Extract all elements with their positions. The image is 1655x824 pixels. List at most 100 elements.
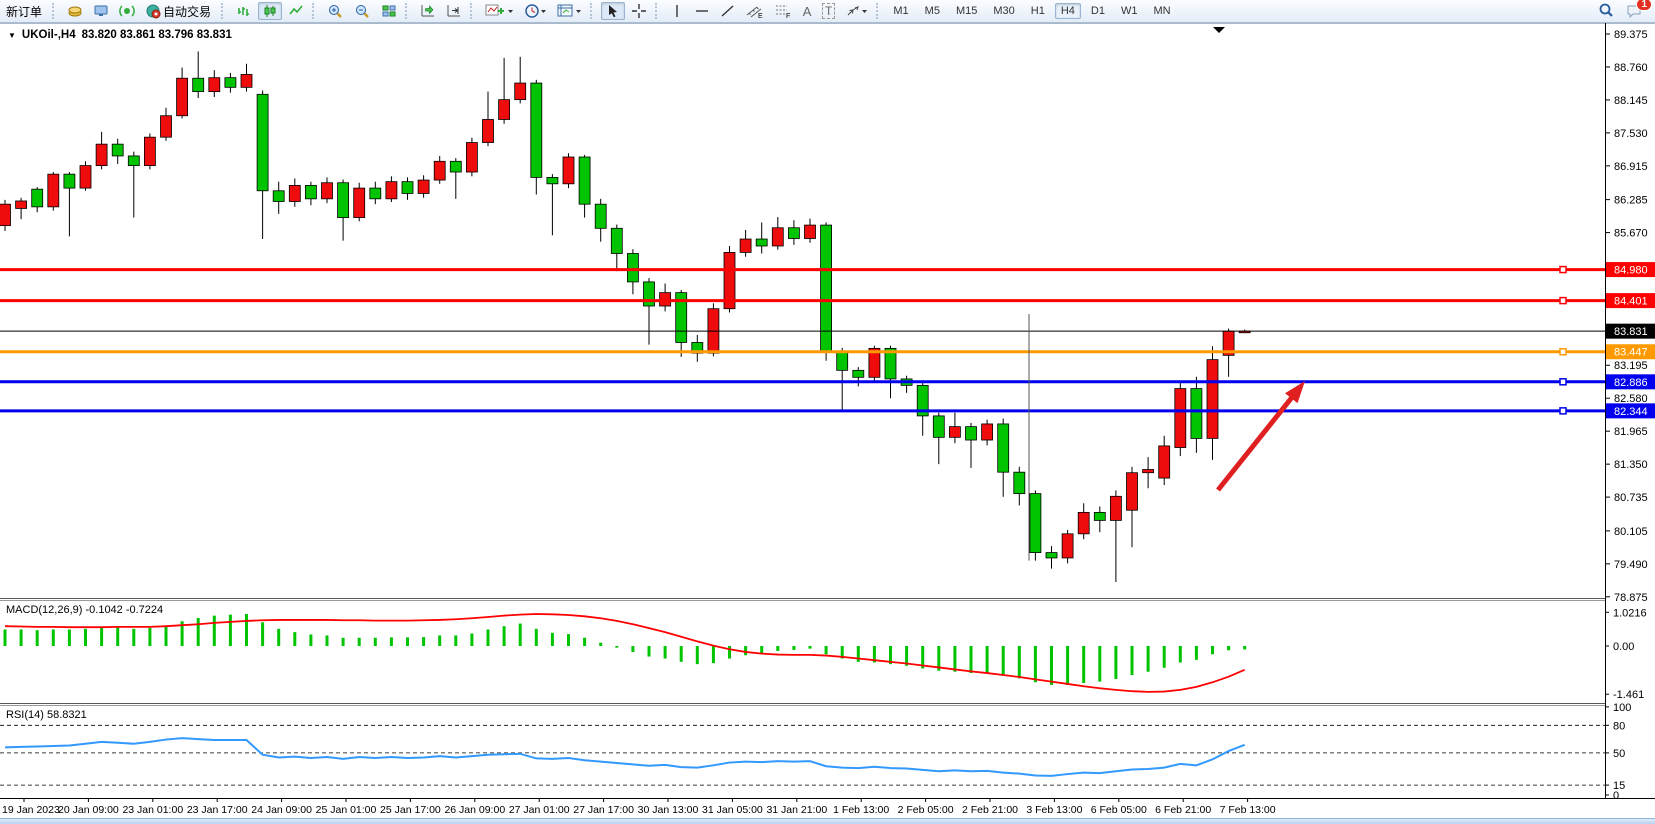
coins-icon[interactable] bbox=[63, 2, 87, 20]
svg-text:19 Jan 2023: 19 Jan 2023 bbox=[2, 804, 60, 816]
equidistant-channel-icon[interactable]: E bbox=[742, 2, 768, 20]
candlestick-chart-icon[interactable] bbox=[258, 2, 283, 20]
zoom-in-icon[interactable] bbox=[323, 2, 348, 20]
svg-text:7 Feb 13:00: 7 Feb 13:00 bbox=[1220, 804, 1276, 816]
svg-text:25 Jan 01:00: 25 Jan 01:00 bbox=[316, 804, 377, 816]
svg-text:80: 80 bbox=[1613, 720, 1625, 732]
svg-text:78.875: 78.875 bbox=[1614, 592, 1648, 604]
svg-text:85.670: 85.670 bbox=[1614, 228, 1648, 240]
tab-timeframe-D1[interactable]: D1 bbox=[1090, 5, 1105, 17]
horizontal-line-tool-icon[interactable] bbox=[690, 2, 714, 20]
tab-timeframe-M30[interactable]: M30 bbox=[993, 5, 1015, 17]
level-lines bbox=[0, 265, 1605, 415]
chart-canvas[interactable]: 89.375 88.760 88.145 87.530 86.915 86.285 85.6… bbox=[0, 23, 1655, 823]
crosshair-icon[interactable] bbox=[627, 2, 651, 20]
candles-layer bbox=[0, 51, 1251, 583]
zoom-out-icon[interactable] bbox=[350, 2, 375, 20]
terminal-icon[interactable] bbox=[89, 2, 113, 20]
chat-notification-icon[interactable]: 1 bbox=[1621, 0, 1652, 20]
svg-text:89.375: 89.375 bbox=[1614, 29, 1648, 41]
periods-clock-icon[interactable] bbox=[520, 2, 551, 20]
auto-scroll-icon[interactable] bbox=[416, 2, 440, 20]
auto-trading-button[interactable]: 自动交易 bbox=[141, 2, 217, 20]
collapse-ohlc-icon[interactable]: ▼ bbox=[8, 30, 16, 40]
svg-text:31 Jan 05:00: 31 Jan 05:00 bbox=[702, 804, 763, 816]
annotations-layer bbox=[1028, 27, 1305, 561]
svg-text:31 Jan 21:00: 31 Jan 21:00 bbox=[766, 804, 827, 816]
toolbar-grip bbox=[221, 3, 228, 19]
svg-text:6 Feb 05:00: 6 Feb 05:00 bbox=[1091, 804, 1147, 816]
search-icon[interactable] bbox=[1593, 2, 1619, 20]
trend-arrow-head bbox=[1285, 381, 1305, 404]
tab-timeframe-W1[interactable]: W1 bbox=[1120, 5, 1138, 17]
svg-text:80.735: 80.735 bbox=[1614, 492, 1648, 504]
svg-text:86.285: 86.285 bbox=[1614, 195, 1648, 207]
macd-panel: 1.0216 0.00 -1.461 bbox=[3, 607, 1647, 701]
svg-text:88.760: 88.760 bbox=[1614, 62, 1648, 74]
tab-timeframe-M15[interactable]: M15 bbox=[955, 5, 978, 17]
svg-text:3 Feb 13:00: 3 Feb 13:00 bbox=[1026, 804, 1082, 816]
tab-timeframe-M5[interactable]: M5 bbox=[924, 5, 940, 17]
main-toolbar: 新订单 自动交易 bbox=[0, 0, 1655, 23]
rsi-line bbox=[4, 737, 1246, 777]
svg-text:1 Feb 13:00: 1 Feb 13:00 bbox=[833, 804, 889, 816]
label-tool-icon[interactable]: T bbox=[818, 2, 839, 20]
new-order-label: 新订单 bbox=[6, 4, 43, 19]
svg-text:82.580: 82.580 bbox=[1614, 393, 1648, 405]
tab-timeframe-M1[interactable]: M1 bbox=[893, 5, 909, 17]
svg-text:2 Feb 05:00: 2 Feb 05:00 bbox=[898, 804, 954, 816]
toolbar-grip bbox=[52, 3, 59, 19]
chart-shift-icon[interactable] bbox=[442, 2, 466, 20]
tab-timeframe-H4[interactable]: H4 bbox=[1054, 3, 1081, 19]
svg-text:82.344: 82.344 bbox=[1614, 406, 1648, 418]
toolbar-grip bbox=[470, 3, 477, 19]
svg-text:100: 100 bbox=[1613, 702, 1631, 714]
text-tool-icon[interactable]: A bbox=[798, 2, 816, 20]
svg-text:1.0216: 1.0216 bbox=[1613, 607, 1647, 619]
svg-text:83.447: 83.447 bbox=[1614, 347, 1648, 359]
vertical-line-tool-icon[interactable] bbox=[666, 2, 688, 20]
rsi-panel: 100 80 50 150 bbox=[0, 702, 1631, 802]
svg-text:26 Jan 09:00: 26 Jan 09:00 bbox=[444, 804, 505, 816]
price-label-boxes: 84.980 84.401 83.831 83.447 82.886 82.344 bbox=[1606, 262, 1655, 419]
tab-timeframe-MN[interactable]: MN bbox=[1153, 5, 1171, 17]
timeframe-toolbar: M1 M5 M15 M30 H1 H4 D1 W1 MN bbox=[887, 3, 1176, 19]
trend-arrow bbox=[1216, 390, 1299, 492]
line-chart-icon[interactable] bbox=[284, 2, 308, 20]
macd-signal-line bbox=[4, 613, 1246, 693]
svg-text:87.530: 87.530 bbox=[1614, 128, 1648, 140]
svg-text:88.145: 88.145 bbox=[1614, 95, 1648, 107]
tile-windows-icon[interactable] bbox=[377, 2, 401, 20]
svg-text:27 Jan 17:00: 27 Jan 17:00 bbox=[573, 804, 634, 816]
label-tool-letter: T bbox=[822, 3, 836, 19]
arrows-tool-icon[interactable] bbox=[841, 2, 872, 20]
template-icon[interactable] bbox=[553, 2, 586, 20]
fibonacci-tool-icon[interactable]: F bbox=[770, 2, 796, 20]
status-strip bbox=[0, 818, 1655, 824]
cursor-icon[interactable] bbox=[601, 2, 626, 20]
signal-icon[interactable] bbox=[115, 2, 139, 20]
indicators-icon[interactable] bbox=[481, 2, 518, 20]
svg-text:24 Jan 09:00: 24 Jan 09:00 bbox=[251, 804, 312, 816]
new-order-button[interactable]: 新订单 bbox=[0, 2, 48, 20]
svg-text:F: F bbox=[786, 13, 790, 19]
tab-timeframe-H1[interactable]: H1 bbox=[1030, 5, 1045, 17]
trendline-tool-icon[interactable] bbox=[716, 2, 740, 20]
svg-text:79.490: 79.490 bbox=[1614, 559, 1648, 571]
svg-text:27 Jan 01:00: 27 Jan 01:00 bbox=[509, 804, 570, 816]
chart-shift-marker bbox=[1213, 27, 1225, 33]
svg-text:84.401: 84.401 bbox=[1614, 296, 1648, 308]
toolbar-grip bbox=[876, 3, 883, 19]
svg-text:25 Jan 17:00: 25 Jan 17:00 bbox=[380, 804, 441, 816]
toolbar-grip bbox=[405, 3, 412, 19]
bar-chart-icon[interactable] bbox=[232, 2, 256, 20]
price-axis: 89.375 88.760 88.145 87.530 86.915 86.285 85.6… bbox=[1605, 29, 1648, 604]
macd-indicator-label: MACD(12,26,9) -0.1042 -0.7224 bbox=[6, 604, 164, 616]
svg-text:86.915: 86.915 bbox=[1614, 161, 1648, 173]
svg-text:83.195: 83.195 bbox=[1614, 360, 1648, 372]
svg-text:82.886: 82.886 bbox=[1614, 377, 1648, 389]
chart-symbol-header: ▼ UKOil-,H4 83.820 83.861 83.796 83.831 bbox=[8, 29, 232, 41]
toolbar-grip bbox=[312, 3, 319, 19]
chart-window[interactable]: 89.375 88.760 88.145 87.530 86.915 86.285 85.6… bbox=[0, 23, 1655, 823]
svg-text:50: 50 bbox=[1613, 748, 1625, 760]
